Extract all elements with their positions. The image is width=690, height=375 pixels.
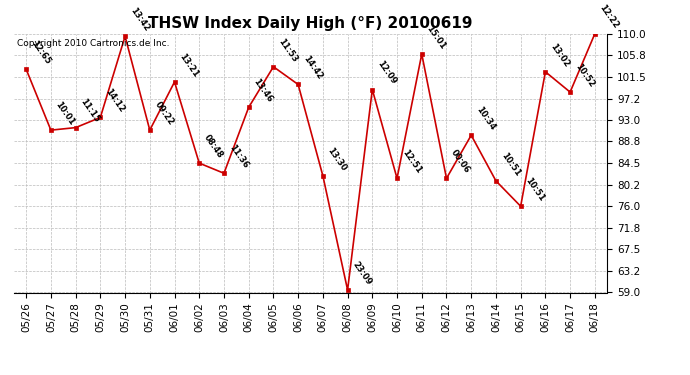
Text: 13:21: 13:21: [177, 52, 200, 79]
Text: 13:42: 13:42: [128, 6, 150, 33]
Text: 10:51: 10:51: [524, 176, 546, 203]
Text: 12:09: 12:09: [375, 60, 398, 87]
Text: 14:42: 14:42: [301, 54, 324, 81]
Text: 09:22: 09:22: [152, 100, 175, 127]
Text: 10:34: 10:34: [474, 105, 497, 132]
Text: 13:02: 13:02: [549, 42, 571, 69]
Text: 10:01: 10:01: [54, 100, 77, 127]
Text: 12:65: 12:65: [29, 39, 52, 66]
Text: 11:53: 11:53: [277, 36, 299, 64]
Text: Copyright 2010 Cartronics.de Inc.: Copyright 2010 Cartronics.de Inc.: [17, 39, 169, 48]
Title: THSW Index Daily High (°F) 20100619: THSW Index Daily High (°F) 20100619: [148, 16, 473, 31]
Text: 11:36: 11:36: [227, 143, 250, 170]
Text: 23:09: 23:09: [351, 260, 373, 287]
Text: 00:06: 00:06: [449, 148, 472, 175]
Text: 13:46: 13:46: [252, 77, 275, 104]
Text: 11:15: 11:15: [79, 98, 101, 124]
Text: 08:48: 08:48: [202, 133, 225, 160]
Text: 12:51: 12:51: [400, 148, 423, 175]
Text: 14:12: 14:12: [104, 87, 126, 114]
Text: 13:30: 13:30: [326, 146, 348, 173]
Text: 10:52: 10:52: [573, 62, 595, 89]
Text: 10:51: 10:51: [499, 151, 522, 178]
Text: 15:01: 15:01: [425, 24, 447, 51]
Text: 12:22: 12:22: [598, 3, 620, 31]
